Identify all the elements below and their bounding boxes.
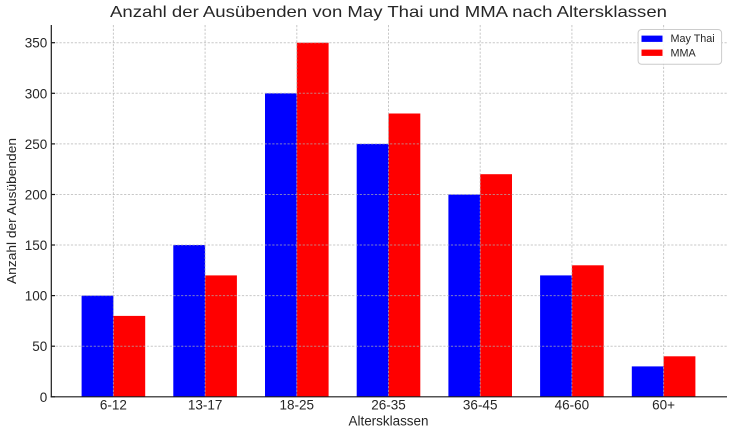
svg-text:200: 200	[25, 188, 48, 203]
svg-text:MMA: MMA	[671, 47, 697, 59]
svg-text:Anzahl der Ausübenden: Anzahl der Ausübenden	[4, 138, 19, 284]
svg-text:6-12: 6-12	[100, 397, 127, 412]
svg-text:250: 250	[25, 137, 48, 152]
svg-text:18-25: 18-25	[280, 397, 315, 412]
svg-text:26-35: 26-35	[371, 397, 406, 412]
svg-text:100: 100	[25, 289, 48, 304]
svg-text:0: 0	[40, 390, 48, 405]
svg-text:Anzahl der Ausübenden von May: Anzahl der Ausübenden von May Thai und M…	[110, 4, 667, 21]
svg-text:46-60: 46-60	[555, 397, 590, 412]
svg-text:350: 350	[25, 36, 48, 51]
svg-text:May Thai: May Thai	[671, 33, 715, 45]
svg-text:300: 300	[25, 86, 48, 101]
svg-text:60+: 60+	[652, 397, 675, 412]
svg-text:36-45: 36-45	[463, 397, 498, 412]
svg-text:Altersklassen: Altersklassen	[349, 414, 429, 429]
svg-text:13-17: 13-17	[188, 397, 223, 412]
svg-text:150: 150	[25, 238, 48, 253]
svg-text:50: 50	[32, 339, 47, 354]
